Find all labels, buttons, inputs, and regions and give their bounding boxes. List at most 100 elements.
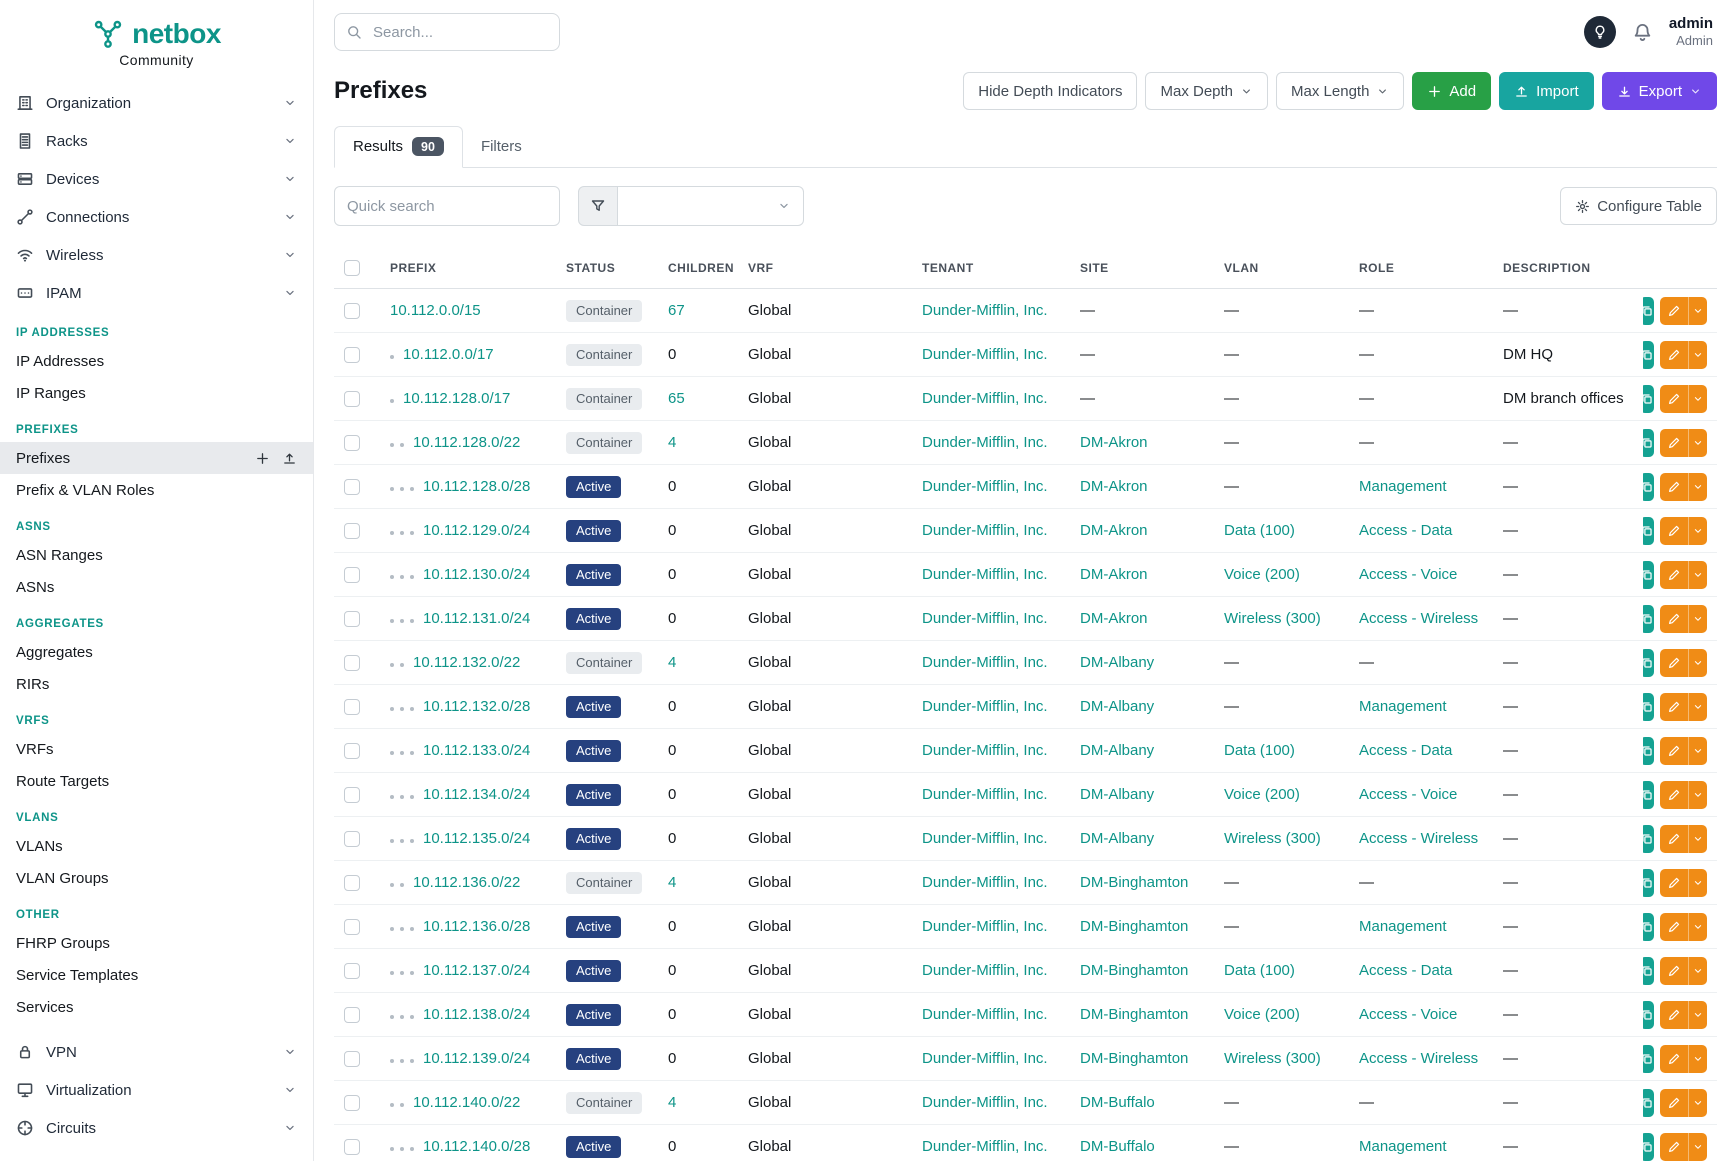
sidebar-item-aggregates[interactable]: Aggregates [16,643,93,661]
site-link[interactable]: DM-Albany [1080,830,1155,847]
tab-filters[interactable]: Filters [480,138,522,155]
copy-button[interactable] [1643,384,1654,413]
row-checkbox[interactable] [344,743,360,760]
edit-button[interactable] [1660,956,1688,985]
tenant-link[interactable]: Dunder-Mifflin, Inc. [922,962,1048,979]
vlan-link[interactable]: Wireless (300) [1224,830,1321,847]
edit-dropdown-button[interactable] [1688,824,1707,853]
quick-import-icon[interactable] [282,451,297,466]
tenant-link[interactable]: Dunder-Mifflin, Inc. [922,874,1048,891]
edit-button[interactable] [1660,736,1688,765]
edit-dropdown-button[interactable] [1688,648,1707,677]
column-header-tenant[interactable]: TENANT [912,248,1070,289]
role-link[interactable]: Access - Wireless [1359,610,1479,627]
edit-button[interactable] [1660,296,1688,325]
row-checkbox[interactable] [344,1139,360,1156]
site-link[interactable]: DM-Albany [1080,786,1155,803]
children-count[interactable]: 4 [668,434,677,451]
prefix-link[interactable]: 10.112.131.0/24 [423,610,531,627]
sidebar-item-vlan-groups[interactable]: VLAN Groups [16,869,109,887]
edit-dropdown-button[interactable] [1688,296,1707,325]
hide-depth-indicators-button[interactable]: Hide Depth Indicators [963,72,1138,110]
row-checkbox[interactable] [344,831,360,848]
copy-button[interactable] [1643,340,1654,369]
sidebar-item-prefixes[interactable]: Prefixes [0,442,313,474]
tenant-link[interactable]: Dunder-Mifflin, Inc. [922,522,1048,539]
sidebar-item-vpn[interactable]: VPN [0,1033,313,1071]
edit-dropdown-button[interactable] [1688,912,1707,941]
row-checkbox[interactable] [344,699,360,716]
edit-dropdown-button[interactable] [1688,868,1707,897]
edit-button[interactable] [1660,1088,1688,1117]
copy-button[interactable] [1643,1132,1654,1161]
row-checkbox[interactable] [344,655,360,672]
sidebar-item-circuits[interactable]: Circuits [0,1109,313,1147]
prefix-link[interactable]: 10.112.139.0/24 [423,1050,531,1067]
edit-button[interactable] [1660,692,1688,721]
tenant-link[interactable]: Dunder-Mifflin, Inc. [922,346,1048,363]
copy-button[interactable] [1643,956,1654,985]
copy-button[interactable] [1643,868,1654,897]
sidebar-item-ipam[interactable]: IPAM [0,274,313,312]
site-link[interactable]: DM-Albany [1080,698,1155,715]
edit-dropdown-button[interactable] [1688,384,1707,413]
role-link[interactable]: Access - Data [1359,522,1453,539]
role-link[interactable]: Access - Wireless [1359,830,1479,847]
tenant-link[interactable]: Dunder-Mifflin, Inc. [922,478,1048,495]
copy-button[interactable] [1643,604,1654,633]
tenant-link[interactable]: Dunder-Mifflin, Inc. [922,918,1048,935]
vlan-link[interactable]: Data (100) [1224,962,1295,979]
vlan-link[interactable]: Voice (200) [1224,566,1300,583]
copy-button[interactable] [1643,648,1654,677]
vlan-link[interactable]: Wireless (300) [1224,610,1321,627]
sidebar-item-virtualization[interactable]: Virtualization [0,1071,313,1109]
edit-button[interactable] [1660,384,1688,413]
sidebar-item-vlans[interactable]: VLANs [16,837,63,855]
tenant-link[interactable]: Dunder-Mifflin, Inc. [922,742,1048,759]
row-checkbox[interactable] [344,963,360,980]
edit-button[interactable] [1660,1044,1688,1073]
column-header-vlan[interactable]: VLAN [1214,248,1349,289]
edit-button[interactable] [1660,648,1688,677]
column-header-children[interactable]: CHILDREN [658,248,738,289]
sidebar-item-ip-ranges[interactable]: IP Ranges [16,384,86,402]
copy-button[interactable] [1643,428,1654,457]
edit-button[interactable] [1660,868,1688,897]
sidebar-item-ip-addresses[interactable]: IP Addresses [16,352,105,370]
row-checkbox[interactable] [344,919,360,936]
tenant-link[interactable]: Dunder-Mifflin, Inc. [922,302,1048,319]
edit-dropdown-button[interactable] [1688,560,1707,589]
vlan-link[interactable]: Voice (200) [1224,786,1300,803]
copy-button[interactable] [1643,516,1654,545]
site-link[interactable]: DM-Binghamton [1080,918,1189,935]
site-link[interactable]: DM-Binghamton [1080,1050,1189,1067]
sidebar-item-asn-ranges[interactable]: ASN Ranges [16,546,103,564]
row-checkbox[interactable] [344,567,360,584]
children-count[interactable]: 4 [668,654,677,671]
site-link[interactable]: DM-Akron [1080,610,1148,627]
edit-dropdown-button[interactable] [1688,736,1707,765]
max-length-button[interactable]: Max Length [1276,72,1405,110]
row-checkbox[interactable] [344,787,360,804]
edit-dropdown-button[interactable] [1688,428,1707,457]
role-link[interactable]: Access - Voice [1359,566,1458,583]
brand[interactable]: netbox Community [0,12,313,84]
prefix-link[interactable]: 10.112.0.0/17 [403,346,494,363]
edit-dropdown-button[interactable] [1688,1000,1707,1029]
prefix-link[interactable]: 10.112.133.0/24 [423,742,531,759]
tenant-link[interactable]: Dunder-Mifflin, Inc. [922,1006,1048,1023]
column-header-prefix[interactable]: PREFIX [380,248,556,289]
tenant-link[interactable]: Dunder-Mifflin, Inc. [922,1138,1048,1155]
quick-search-input[interactable] [334,186,560,226]
quick-add-icon[interactable] [255,451,270,466]
row-checkbox[interactable] [344,1051,360,1068]
configure-table-button[interactable]: Configure Table [1560,187,1717,225]
site-link[interactable]: DM-Binghamton [1080,1006,1189,1023]
prefix-link[interactable]: 10.112.128.0/17 [403,390,511,407]
edit-button[interactable] [1660,1000,1688,1029]
sidebar-item-rirs[interactable]: RIRs [16,675,50,693]
site-link[interactable]: DM-Buffalo [1080,1094,1155,1111]
site-link[interactable]: DM-Binghamton [1080,874,1189,891]
sidebar-item-organization[interactable]: Organization [0,84,313,122]
import-button[interactable]: Import [1499,72,1594,110]
